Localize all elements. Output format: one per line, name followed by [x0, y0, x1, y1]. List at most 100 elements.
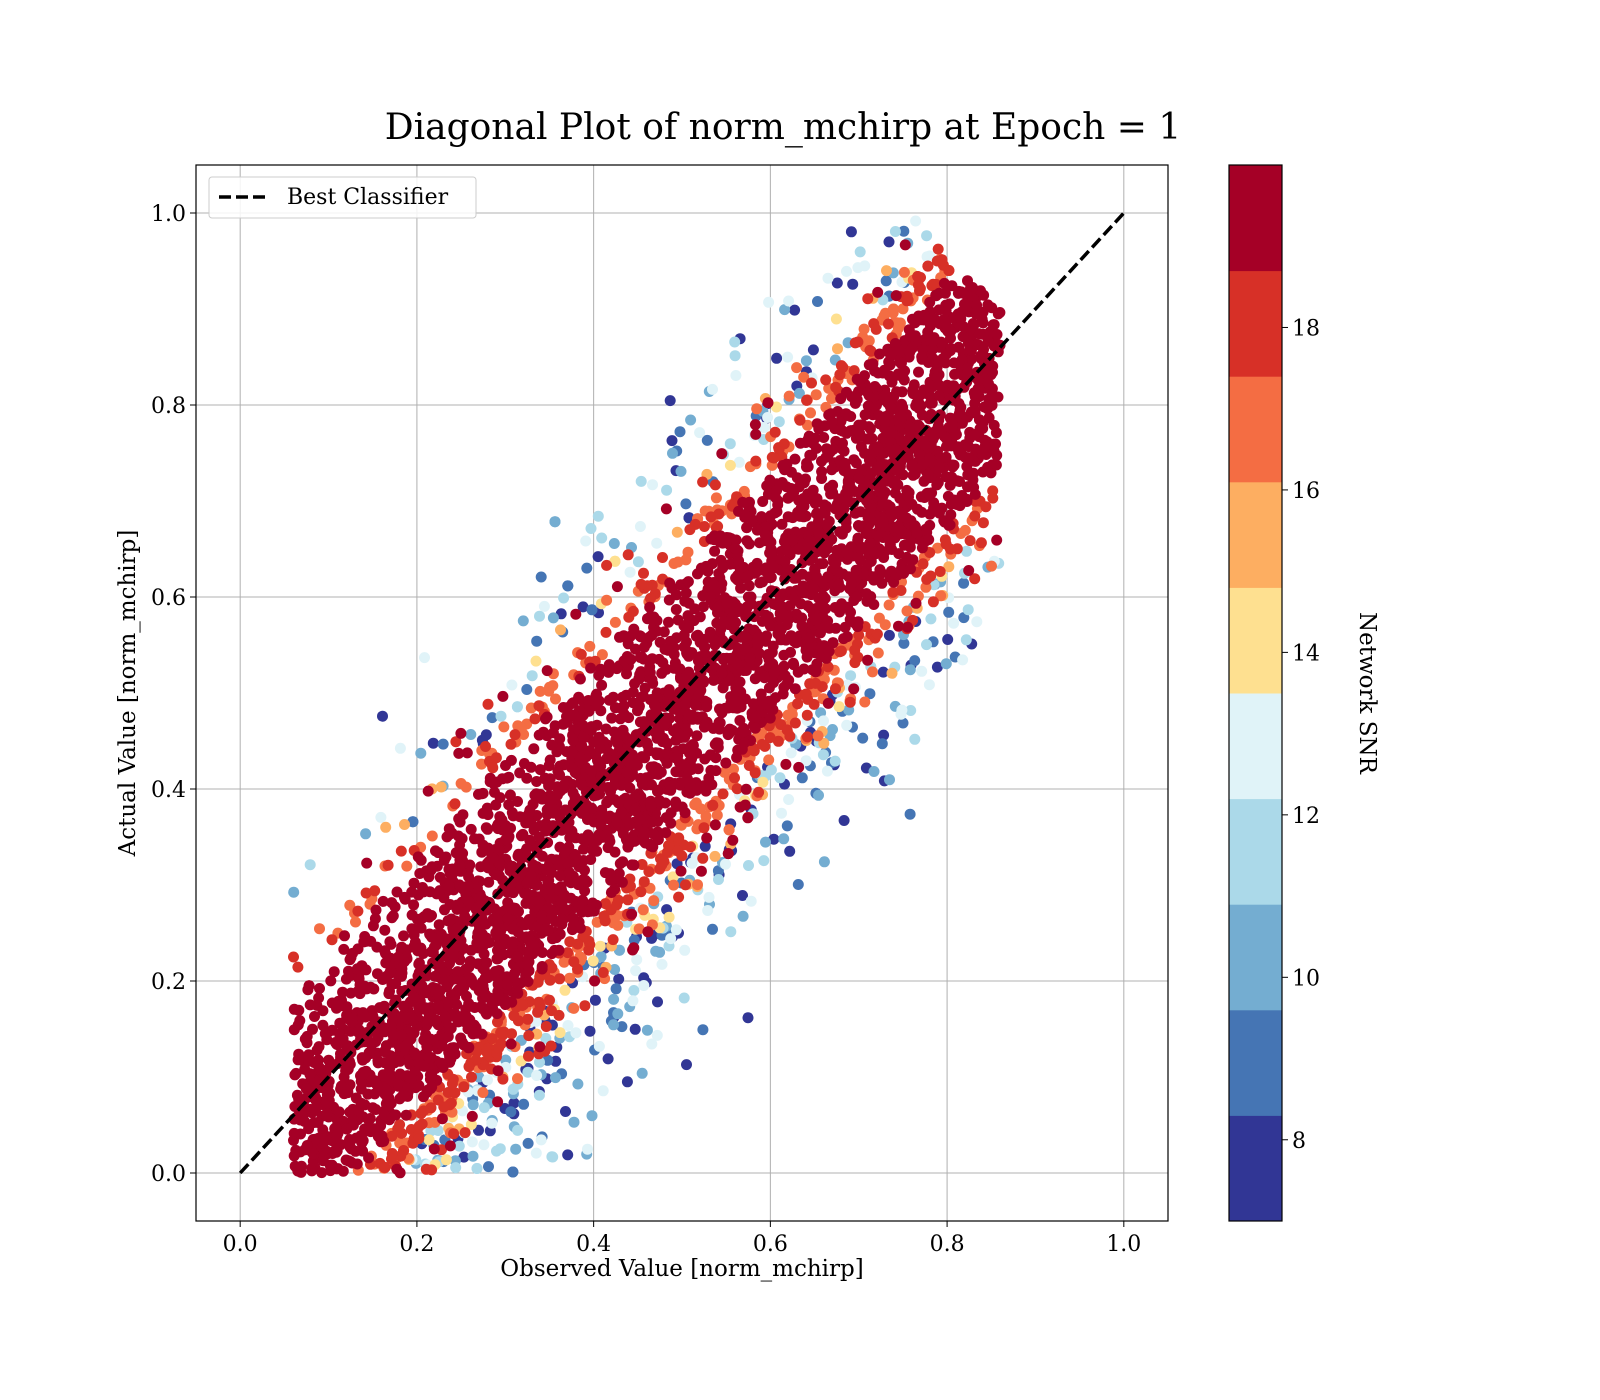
scatter-point	[859, 409, 871, 421]
scatter-point	[288, 886, 300, 898]
scatter-point	[744, 652, 756, 664]
y-tick-label-3: 0.6	[151, 586, 186, 611]
scatter-point	[449, 1087, 461, 1099]
scatter-point	[914, 449, 926, 461]
scatter-point	[747, 698, 759, 710]
scatter-point	[522, 959, 533, 971]
scatter-point	[447, 863, 458, 875]
scatter-point	[584, 1025, 596, 1037]
scatter-point	[823, 645, 835, 657]
scatter-point	[461, 747, 473, 759]
scatter-point	[341, 1001, 353, 1013]
scatter-point	[511, 701, 523, 713]
scatter-point	[480, 1046, 492, 1058]
scatter-point	[764, 732, 776, 744]
scatter-point	[810, 614, 822, 626]
scatter-point	[594, 788, 606, 800]
scatter-point	[637, 778, 648, 790]
scatter-point	[412, 851, 424, 863]
scatter-point	[733, 456, 745, 468]
scatter-point	[884, 445, 896, 457]
scatter-point	[554, 769, 566, 781]
scatter-point	[859, 696, 871, 708]
scatter-point	[497, 690, 509, 702]
scatter-point	[531, 1070, 543, 1081]
scatter-point	[737, 910, 749, 922]
scatter-point	[769, 426, 781, 438]
scatter-point	[626, 908, 638, 920]
scatter-point	[490, 752, 502, 764]
scatter-point	[650, 945, 662, 957]
scatter-point	[761, 698, 773, 710]
scatter-point	[919, 438, 931, 450]
scatter-point	[697, 852, 709, 864]
scatter-point	[853, 629, 865, 641]
scatter-point	[983, 378, 994, 390]
scatter-point	[528, 743, 540, 755]
scatter-point	[541, 665, 553, 677]
scatter-point	[589, 975, 601, 987]
scatter-point	[913, 366, 924, 378]
scatter-point	[455, 727, 467, 739]
scatter-point	[360, 828, 372, 840]
scatter-point	[729, 336, 741, 348]
scatter-point	[549, 944, 561, 956]
scatter-point	[827, 724, 838, 735]
scatter-point	[818, 856, 830, 868]
scatter-point	[586, 1110, 598, 1122]
scatter-point	[385, 965, 397, 977]
scatter-point	[933, 390, 945, 401]
scatter-point	[915, 400, 927, 412]
scatter-point	[293, 1048, 305, 1060]
scatter-point	[634, 630, 646, 642]
scatter-point	[314, 1063, 326, 1075]
scatter-point	[906, 498, 918, 510]
scatter-point	[290, 1067, 302, 1079]
scatter-point	[686, 753, 698, 765]
scatter-point	[909, 521, 921, 533]
scatter-point	[901, 605, 913, 617]
scatter-point	[709, 479, 721, 491]
scatter-point	[512, 1124, 524, 1136]
scatter-point	[380, 821, 392, 833]
scatter-point	[720, 858, 731, 870]
scatter-point	[554, 973, 566, 985]
scatter-point	[779, 556, 791, 567]
scatter-point	[294, 1166, 306, 1178]
scatter-point	[492, 1065, 504, 1077]
scatter-point	[562, 1020, 574, 1031]
scatter-point	[463, 880, 475, 892]
scatter-point	[791, 362, 803, 374]
scatter-point	[895, 708, 907, 720]
scatter-point	[581, 799, 593, 811]
scatter-point	[585, 905, 597, 917]
scatter-point	[674, 426, 686, 438]
scatter-point	[288, 951, 299, 963]
scatter-point	[497, 1029, 509, 1041]
scatter-point	[923, 534, 935, 546]
scatter-point	[853, 520, 864, 532]
scatter-point	[717, 561, 729, 573]
scatter-point	[887, 586, 899, 598]
scatter-point	[686, 857, 698, 869]
scatter-point	[793, 761, 805, 773]
scatter-point	[337, 1165, 349, 1177]
scatter-point	[707, 383, 718, 395]
scatter-point	[877, 666, 889, 678]
scatter-point	[639, 682, 651, 694]
scatter-point	[830, 381, 842, 393]
scatter-point	[757, 776, 769, 788]
scatter-point	[593, 1040, 605, 1052]
scatter-point	[974, 350, 986, 362]
scatter-point	[943, 561, 955, 573]
scatter-point	[608, 993, 620, 1005]
scatter-point	[609, 964, 621, 975]
scatter-point	[389, 901, 401, 913]
scatter-point	[495, 1038, 507, 1050]
y-tick-label-1: 0.2	[151, 970, 186, 995]
x-tick-label-1: 0.2	[399, 1232, 434, 1257]
scatter-point	[648, 895, 660, 907]
scatter-point	[697, 590, 709, 602]
scatter-points	[288, 215, 1006, 1179]
scatter-point	[768, 667, 780, 679]
